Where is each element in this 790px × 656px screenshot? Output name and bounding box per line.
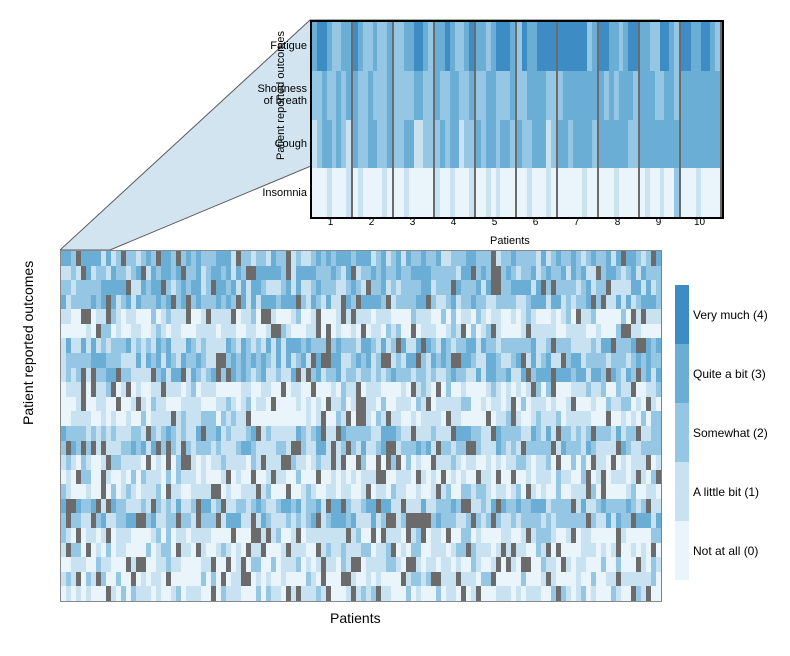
patient-separator	[661, 251, 662, 266]
heatmap-row	[61, 324, 661, 339]
heatmap-row	[61, 397, 661, 412]
heatmap-row	[61, 499, 661, 514]
heatmap-row	[61, 368, 661, 383]
heatmap-row	[61, 280, 661, 295]
patient-separator	[661, 484, 662, 499]
patient-separator	[661, 295, 662, 310]
patient-separator	[661, 441, 662, 456]
patient-separator	[661, 499, 662, 514]
patient-separator	[661, 266, 662, 281]
patient-separator	[661, 353, 662, 368]
heatmap-row	[61, 441, 661, 456]
heatmap-row	[61, 338, 661, 353]
main-ylabel: Patient reported outcomes	[20, 261, 36, 425]
heatmap-row	[61, 382, 661, 397]
heatmap-row	[61, 543, 661, 558]
patient-separator	[661, 411, 662, 426]
main-heatmap	[60, 250, 662, 602]
patient-separator	[661, 382, 662, 397]
heatmap-row	[61, 295, 661, 310]
heatmap-row	[61, 411, 661, 426]
patient-separator	[661, 280, 662, 295]
heatmap-row	[61, 251, 661, 266]
patient-separator	[661, 470, 662, 485]
heatmap-row	[61, 528, 661, 543]
patient-separator	[661, 528, 662, 543]
patient-separator	[661, 397, 662, 412]
heatmap-row	[61, 470, 661, 485]
patient-separator	[661, 455, 662, 470]
heatmap-row	[61, 426, 661, 441]
heatmap-row	[61, 513, 661, 528]
patient-separator	[661, 513, 662, 528]
heatmap-row	[61, 353, 661, 368]
figure-container: Patient reported outcomes Patients Patie…	[10, 10, 780, 646]
patient-separator	[661, 324, 662, 339]
heatmap-row	[61, 309, 661, 324]
heatmap-row	[61, 455, 661, 470]
heatmap-row	[61, 484, 661, 499]
heatmap-row	[61, 266, 661, 281]
main-xlabel: Patients	[330, 610, 381, 626]
patient-separator	[661, 426, 662, 441]
patient-separator	[661, 368, 662, 383]
patient-separator	[661, 309, 662, 324]
patient-separator	[661, 338, 662, 353]
